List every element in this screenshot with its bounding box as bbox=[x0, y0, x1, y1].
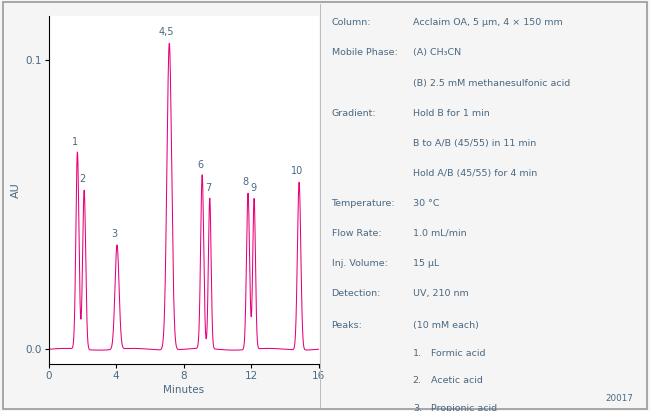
Text: Gradient:: Gradient: bbox=[332, 109, 376, 118]
Text: (10 mM each): (10 mM each) bbox=[413, 321, 478, 330]
Text: (A) CH₃CN: (A) CH₃CN bbox=[413, 48, 461, 58]
Text: 10: 10 bbox=[291, 166, 303, 175]
Text: 2.: 2. bbox=[413, 376, 422, 386]
Text: Mobile Phase:: Mobile Phase: bbox=[332, 48, 397, 58]
Text: Formic acid: Formic acid bbox=[431, 349, 486, 358]
Text: Propionic acid: Propionic acid bbox=[431, 404, 497, 411]
Text: 1.: 1. bbox=[413, 349, 422, 358]
Text: 7: 7 bbox=[205, 183, 212, 193]
Text: 1.0 mL/min: 1.0 mL/min bbox=[413, 229, 467, 238]
Text: Flow Rate:: Flow Rate: bbox=[332, 229, 381, 238]
Text: 8: 8 bbox=[242, 177, 249, 187]
Text: 1: 1 bbox=[72, 137, 78, 147]
Text: 9: 9 bbox=[250, 183, 256, 193]
Text: B to A/B (45/55) in 11 min: B to A/B (45/55) in 11 min bbox=[413, 139, 536, 148]
X-axis label: Minutes: Minutes bbox=[163, 385, 204, 395]
Text: Peaks:: Peaks: bbox=[332, 321, 363, 330]
Text: (B) 2.5 mM methanesulfonic acid: (B) 2.5 mM methanesulfonic acid bbox=[413, 79, 570, 88]
Text: 2: 2 bbox=[79, 174, 86, 184]
Text: 6: 6 bbox=[197, 160, 203, 170]
Text: 30 °C: 30 °C bbox=[413, 199, 439, 208]
Text: Detection:: Detection: bbox=[332, 289, 381, 298]
Text: Acclaim OA, 5 μm, 4 × 150 mm: Acclaim OA, 5 μm, 4 × 150 mm bbox=[413, 18, 562, 28]
Text: 3.: 3. bbox=[413, 404, 422, 411]
Text: Temperature:: Temperature: bbox=[332, 199, 395, 208]
Text: 4,5: 4,5 bbox=[158, 27, 174, 37]
Text: Acetic acid: Acetic acid bbox=[431, 376, 483, 386]
Text: UV, 210 nm: UV, 210 nm bbox=[413, 289, 469, 298]
Y-axis label: AU: AU bbox=[11, 182, 21, 198]
Text: 15 μL: 15 μL bbox=[413, 259, 439, 268]
Text: Column:: Column: bbox=[332, 18, 371, 28]
Text: Hold B for 1 min: Hold B for 1 min bbox=[413, 109, 489, 118]
Text: Inj. Volume:: Inj. Volume: bbox=[332, 259, 387, 268]
Text: 3: 3 bbox=[111, 229, 117, 239]
Text: Hold A/B (45/55) for 4 min: Hold A/B (45/55) for 4 min bbox=[413, 169, 537, 178]
Text: 20017: 20017 bbox=[606, 394, 634, 403]
